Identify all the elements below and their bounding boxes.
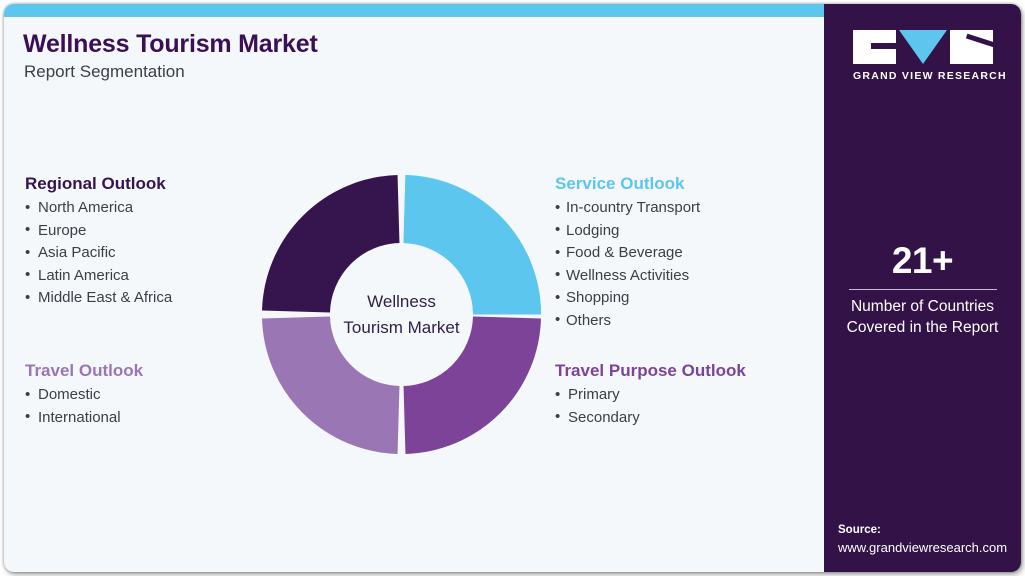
list-item: International xyxy=(25,406,143,430)
donut-svg xyxy=(262,175,541,454)
logo-r-icon xyxy=(950,30,993,64)
segment-group-travel: Travel Outlook Domestic International xyxy=(25,361,143,429)
segment-group-regional: Regional Outlook North America Europe As… xyxy=(25,174,172,310)
list-item: Domestic xyxy=(25,384,143,407)
segment-list-service: In-country Transport Lodging Food & Beve… xyxy=(555,197,700,333)
logo-g-icon xyxy=(853,30,896,64)
list-item: Primary xyxy=(555,384,746,407)
list-item: In-country Transport xyxy=(555,197,700,220)
donut-slice-travel xyxy=(262,315,401,454)
list-item: Latin America xyxy=(25,264,172,288)
logo-marks xyxy=(853,30,993,64)
stat-label-line-1: Number of Countries xyxy=(850,298,994,315)
donut-slice-travel-purpose xyxy=(402,315,541,454)
donut-slice-regional xyxy=(262,175,401,314)
segment-group-travel-purpose: Travel Purpose Outlook Primary Secondary xyxy=(555,361,746,429)
segment-group-service: Service Outlook In-country Transport Lod… xyxy=(555,174,700,333)
list-item: Others xyxy=(555,309,700,333)
brand-logo: GRAND VIEW RESEARCH xyxy=(853,30,1007,82)
list-item: Wellness Activities xyxy=(555,264,700,288)
page-subtitle: Report Segmentation xyxy=(24,62,185,81)
report-card: Wellness Tourism Market Report Segmentat… xyxy=(4,4,1021,572)
source-block: Source: www.grandviewresearch.com xyxy=(838,522,1007,557)
segment-heading-service: Service Outlook xyxy=(555,174,685,193)
stat-block: 21+ Number of Countries Covered in the R… xyxy=(824,240,1021,338)
segment-heading-regional: Regional Outlook xyxy=(25,174,166,193)
stat-label-line-2: Covered in the Report xyxy=(846,319,999,336)
segmentation-donut-chart: Wellness Tourism Market xyxy=(261,174,542,455)
list-item: Food & Beverage xyxy=(555,242,700,265)
list-item: Asia Pacific xyxy=(25,242,172,265)
logo-v-triangle-icon xyxy=(899,30,947,64)
side-panel: GRAND VIEW RESEARCH 21+ Number of Countr… xyxy=(824,4,1021,572)
page-title: Wellness Tourism Market xyxy=(23,30,318,58)
top-accent-strip xyxy=(4,4,824,17)
segment-list-travel-purpose: Primary Secondary xyxy=(555,384,746,429)
list-item: Middle East & Africa xyxy=(25,287,172,310)
list-item: Secondary xyxy=(555,406,746,430)
list-item: Europe xyxy=(25,219,172,243)
stat-value: 21+ xyxy=(891,240,954,281)
segment-list-regional: North America Europe Asia Pacific Latin … xyxy=(25,197,172,310)
stat-divider xyxy=(848,289,997,290)
logo-wordmark: GRAND VIEW RESEARCH xyxy=(853,70,1007,82)
donut-slice-service-arc xyxy=(402,175,541,314)
source-url[interactable]: www.grandviewresearch.com xyxy=(838,540,1008,555)
list-item: Lodging xyxy=(555,219,700,243)
list-item: North America xyxy=(25,197,172,220)
segment-heading-travel: Travel Outlook xyxy=(25,361,144,380)
list-item: Shopping xyxy=(555,287,700,310)
segment-heading-travel-purpose: Travel Purpose Outlook xyxy=(555,361,746,380)
source-label: Source: xyxy=(838,524,881,536)
segment-list-travel: Domestic International xyxy=(25,384,143,429)
